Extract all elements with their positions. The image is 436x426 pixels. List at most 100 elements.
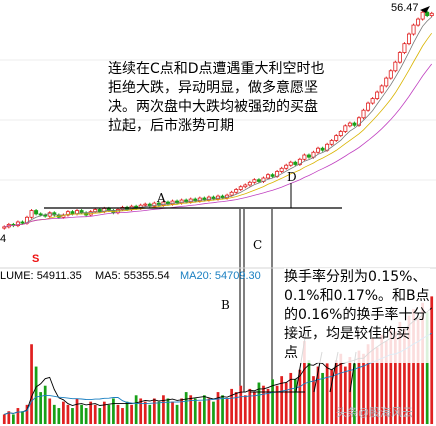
candle-body [247, 181, 252, 186]
candle-body [411, 24, 416, 35]
candle-body [366, 102, 371, 111]
volume-bar [66, 404, 70, 424]
volume-bar [216, 392, 220, 424]
candle-body [288, 161, 293, 166]
candle-body [229, 191, 234, 196]
volume-bar [93, 404, 97, 424]
volume-bar [193, 398, 197, 424]
volume-bar [416, 318, 420, 424]
candle-body [406, 33, 411, 45]
candle-body [379, 85, 384, 93]
point-label-d: D [287, 170, 297, 184]
volume-bar [30, 344, 33, 424]
volume-bar [189, 395, 193, 424]
volume-bar [157, 401, 161, 424]
volume-bar [75, 398, 79, 424]
volume-bar [353, 363, 356, 424]
annotation-bottom-line: 接近，均是较佳的买 [284, 326, 410, 342]
candle-body [397, 52, 402, 63]
candle-body [29, 210, 34, 218]
volume-bar [343, 366, 347, 424]
volume-bar [12, 414, 15, 424]
candle-body [347, 122, 352, 127]
volume-bar [271, 379, 274, 424]
volume-bar [393, 331, 397, 424]
annotation-bottom-line: 点 [284, 345, 298, 361]
candle-body [170, 200, 175, 205]
volume-bar [98, 408, 102, 424]
volume-bar [316, 366, 320, 424]
volume-bar [330, 369, 334, 424]
annotation-bottom: 换手率分别为0.15%、 0.1%和0.17%。和B点 的0.16%的换手率十分… [284, 268, 430, 363]
volume-bar [221, 395, 224, 424]
volume-bar [112, 398, 115, 424]
volume-ma-line [4, 332, 432, 415]
candle-body [65, 211, 70, 216]
candle-body [93, 209, 98, 213]
volume-bar [284, 382, 288, 424]
candle-body [338, 131, 343, 137]
volume-bar [339, 353, 343, 424]
candle-body [266, 174, 271, 179]
candle-body [243, 184, 248, 188]
volume-bar [289, 372, 293, 424]
volume-bar [89, 401, 93, 424]
volume-bar [198, 401, 202, 424]
volume-bar [212, 401, 215, 424]
volume-bar [130, 404, 133, 424]
point-label-b: B [221, 298, 230, 312]
candle-body [143, 203, 148, 206]
volume-bar [7, 411, 11, 424]
high-price-label: 56.47 [391, 2, 419, 14]
annotation-top-line: 拒绝大跌，异动明显，做多意愿坚 [108, 80, 318, 96]
price-ma-lines [4, 16, 433, 228]
volume-bar [48, 398, 52, 424]
volume-bar [34, 366, 38, 424]
volume-bar [162, 395, 165, 424]
candle-body [302, 154, 307, 160]
volume-bar [430, 296, 434, 424]
annotation-bottom-line: 的0.16%的换手率十分 [284, 307, 427, 323]
corner-label: 4 [0, 233, 7, 245]
volume-bar [421, 302, 424, 424]
volume-indicator: LUME: 54911.35 [0, 270, 82, 282]
volume-bar [166, 398, 170, 424]
candle-body [252, 179, 257, 183]
candle-body [356, 117, 361, 126]
volume-bar [25, 404, 29, 424]
volume-bar [389, 328, 393, 424]
volume-bar [180, 398, 183, 424]
candle-body [20, 221, 25, 224]
candle-body [297, 158, 302, 165]
candle-body [15, 221, 20, 227]
volume-bar [152, 398, 156, 424]
volume-bar [116, 404, 120, 424]
volume-bar [107, 404, 111, 424]
candle-body [375, 91, 380, 99]
volume-bar [207, 398, 211, 424]
volume-bar [239, 385, 243, 424]
volume-bars [2, 296, 434, 424]
candle-body [320, 147, 325, 151]
candle-body [293, 161, 298, 165]
volume-bar [202, 395, 206, 424]
volume-bar [384, 341, 388, 424]
volume-bar [16, 408, 20, 424]
volume-bar [134, 395, 138, 424]
volume-bar [125, 401, 129, 424]
candle-body [393, 61, 398, 72]
candle-body [270, 174, 275, 177]
volume-bar [403, 328, 406, 424]
annotation-bottom-line: 0.1%和0.17%。和B点 [284, 288, 430, 304]
volume-bar [175, 404, 179, 424]
annotation-top: 连续在C点和D点遭遇重大利空时也 拒绝大跌，异动明显，做多意愿坚 决。两次盘中大… [108, 60, 325, 136]
volume-bar [275, 385, 279, 424]
candle-body [429, 12, 434, 16]
candle-body [316, 147, 321, 153]
candle-body [425, 11, 430, 16]
volume-bar [334, 360, 338, 424]
candle-body [256, 179, 261, 182]
ma5-indicator: MA5: 55355.54 [95, 270, 170, 282]
volume-bar [121, 408, 124, 424]
volume-bar [257, 382, 261, 424]
